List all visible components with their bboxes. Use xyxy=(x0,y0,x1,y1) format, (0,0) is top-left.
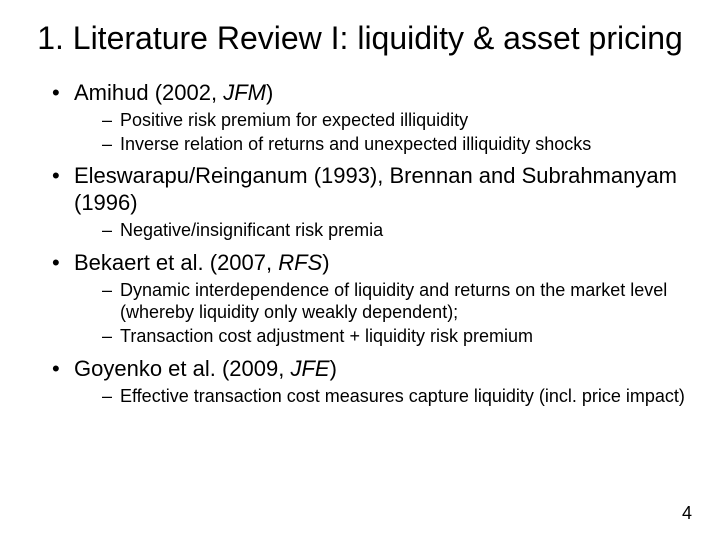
bullet-text-pre: Amihud (2002, xyxy=(74,80,223,105)
list-item: Amihud (2002, JFM) Positive risk premium… xyxy=(52,80,692,156)
bullet-text-italic: JFE xyxy=(290,356,329,381)
slide: 1. Literature Review I: liquidity & asse… xyxy=(0,0,720,540)
bullet-text-post: ) xyxy=(266,80,273,105)
sub-list-item: Negative/insignificant risk premia xyxy=(102,220,692,242)
bullet-text-italic: JFM xyxy=(223,80,266,105)
sub-list-item: Positive risk premium for expected illiq… xyxy=(102,110,692,132)
sub-list: Dynamic interdependence of liquidity and… xyxy=(74,280,692,348)
sub-list-item: Inverse relation of returns and unexpect… xyxy=(102,134,692,156)
list-item: Bekaert et al. (2007, RFS) Dynamic inter… xyxy=(52,250,692,348)
list-item: Eleswarapu/Reinganum (1993), Brennan and… xyxy=(52,163,692,242)
sub-list-item: Effective transaction cost measures capt… xyxy=(102,386,692,408)
bullet-text-italic: RFS xyxy=(278,250,322,275)
sub-list: Positive risk premium for expected illiq… xyxy=(74,110,692,156)
bullet-text-pre: Bekaert et al. (2007, xyxy=(74,250,278,275)
page-number: 4 xyxy=(682,503,692,524)
sub-list: Effective transaction cost measures capt… xyxy=(74,386,692,408)
bullet-text-pre: Goyenko et al. (2009, xyxy=(74,356,290,381)
bullet-text-pre: Eleswarapu/Reinganum (1993), Brennan and… xyxy=(74,163,677,215)
list-item: Goyenko et al. (2009, JFE) Effective tra… xyxy=(52,356,692,408)
bullet-text-post: ) xyxy=(322,250,329,275)
sub-list-item: Transaction cost adjustment + liquidity … xyxy=(102,326,692,348)
slide-title: 1. Literature Review I: liquidity & asse… xyxy=(28,20,692,58)
bullet-list: Amihud (2002, JFM) Positive risk premium… xyxy=(28,80,692,408)
sub-list: Negative/insignificant risk premia xyxy=(74,220,692,242)
bullet-text-post: ) xyxy=(330,356,337,381)
sub-list-item: Dynamic interdependence of liquidity and… xyxy=(102,280,692,324)
